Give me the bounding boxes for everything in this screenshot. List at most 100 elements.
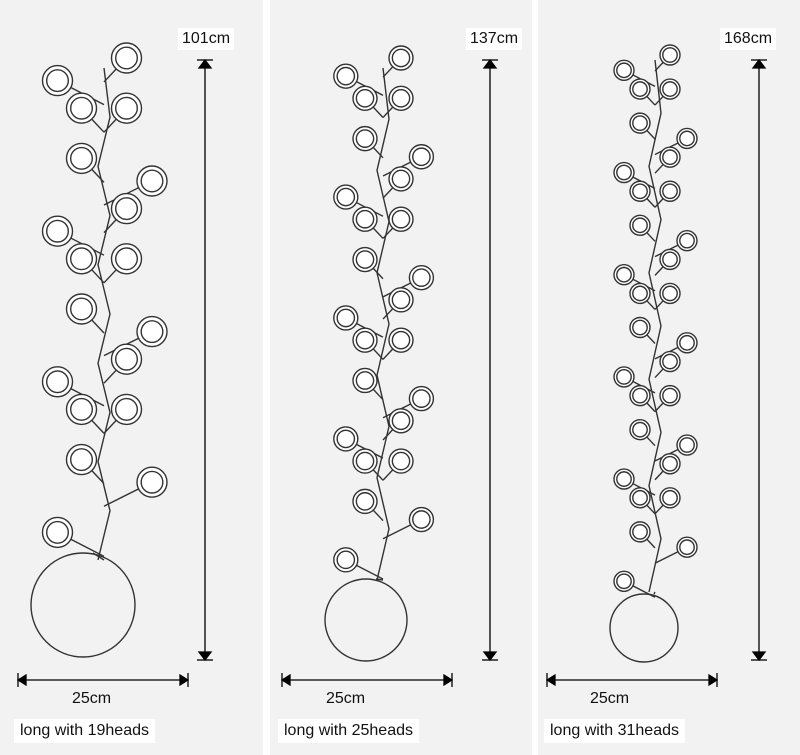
- lamp-head: [110, 343, 143, 375]
- lamp-structure: [30, 42, 168, 658]
- width-label: 25cm: [72, 690, 112, 707]
- lamp-head: [629, 521, 651, 543]
- lamp-head: [388, 448, 414, 474]
- lamp-head: [613, 264, 635, 286]
- lamp-head: [388, 408, 414, 434]
- stem-to-base: [92, 552, 105, 561]
- lamp-structure: [324, 45, 435, 662]
- lamp-head: [613, 59, 635, 82]
- lamp-head: [629, 384, 651, 407]
- head-inner: [69, 146, 93, 170]
- lamp-head: [110, 393, 143, 426]
- base-globe: [609, 593, 679, 663]
- head-inner: [616, 368, 632, 385]
- head-inner: [412, 268, 431, 288]
- head-inner: [355, 129, 375, 148]
- head-inner: [632, 421, 648, 438]
- lamp-head: [659, 453, 681, 475]
- head-inner: [114, 397, 138, 421]
- head-inner: [391, 209, 411, 229]
- product-panel-19-heads: 101cm 25cm long with 19heads: [0, 0, 263, 755]
- lamp-head: [388, 327, 414, 353]
- lamp-head: [659, 487, 681, 509]
- lamp-head: [41, 516, 74, 549]
- lamp-head: [629, 180, 651, 202]
- head-inner: [391, 88, 411, 108]
- head-inner: [355, 250, 375, 269]
- arrow-head-right: [443, 673, 454, 687]
- lamp-head: [110, 243, 143, 275]
- head-inner: [114, 46, 138, 70]
- arrow-head-left: [16, 673, 27, 687]
- arrow-head-left: [280, 673, 291, 687]
- head-inner: [140, 320, 164, 344]
- height-label: 137cm: [466, 28, 523, 50]
- lamp-head: [613, 468, 635, 490]
- lamp-head: [629, 487, 651, 509]
- lamp-head: [659, 78, 681, 100]
- width-label: 25cm: [590, 690, 630, 707]
- head-inner: [662, 353, 678, 370]
- head-inner: [662, 47, 678, 63]
- lamp-head: [629, 418, 651, 441]
- lamp-diagram-25-heads: [280, 45, 498, 687]
- lamp-head: [352, 488, 378, 515]
- head-inner: [632, 183, 648, 200]
- lamp-head: [629, 282, 651, 305]
- height-label: 101cm: [178, 28, 235, 50]
- lamp-head: [613, 161, 635, 184]
- arrow-head-top: [197, 58, 213, 69]
- lamp-head: [408, 264, 435, 291]
- head-inner: [114, 347, 138, 371]
- lamp-head: [333, 305, 359, 331]
- head-inner: [679, 539, 695, 556]
- head-inner: [114, 247, 138, 271]
- lamp-head: [388, 45, 414, 71]
- head-inner: [336, 66, 356, 86]
- lamp-head: [676, 536, 698, 558]
- head-inner: [46, 520, 70, 544]
- head-inner: [679, 232, 695, 249]
- lamp-head: [136, 466, 168, 498]
- head-inner: [412, 147, 431, 167]
- head-inner: [632, 285, 648, 302]
- lamp-head: [629, 214, 651, 237]
- height-dimension-arrow: [197, 58, 213, 662]
- head-inner: [616, 471, 632, 487]
- lamp-head: [333, 63, 359, 89]
- head-inner: [662, 183, 678, 200]
- head-inner: [616, 266, 632, 283]
- head-inner: [679, 437, 695, 453]
- lamp-head: [352, 448, 378, 474]
- head-inner: [114, 197, 138, 221]
- lamp-head: [65, 293, 98, 325]
- lamp-head: [388, 287, 414, 313]
- lamp-head: [65, 393, 98, 426]
- head-inner: [140, 470, 164, 494]
- head-inner: [355, 88, 375, 108]
- head-inner: [662, 149, 678, 166]
- lamp-head: [352, 125, 378, 152]
- head-inner: [616, 62, 632, 79]
- lamp-structure: [609, 44, 698, 663]
- head-inner: [679, 334, 695, 351]
- head-inner: [355, 451, 375, 471]
- lamp-head: [659, 350, 681, 373]
- head-inner: [46, 219, 70, 243]
- head-inner: [391, 48, 411, 68]
- lamp-head: [110, 92, 143, 124]
- lamp-head: [659, 180, 681, 202]
- head-inner: [69, 448, 93, 472]
- lamp-head: [676, 229, 698, 252]
- lamp-head: [41, 215, 74, 247]
- caption-label: long with 31heads: [544, 719, 685, 743]
- lamp-head: [676, 332, 698, 354]
- lamp-head: [352, 85, 378, 112]
- head-inner: [69, 397, 93, 421]
- head-inner: [632, 489, 648, 506]
- head-inner: [391, 169, 411, 189]
- width-dimension-arrow: [280, 673, 454, 687]
- caption-label: long with 25heads: [278, 719, 419, 743]
- head-inner: [69, 96, 93, 120]
- height-label: 168cm: [720, 28, 777, 50]
